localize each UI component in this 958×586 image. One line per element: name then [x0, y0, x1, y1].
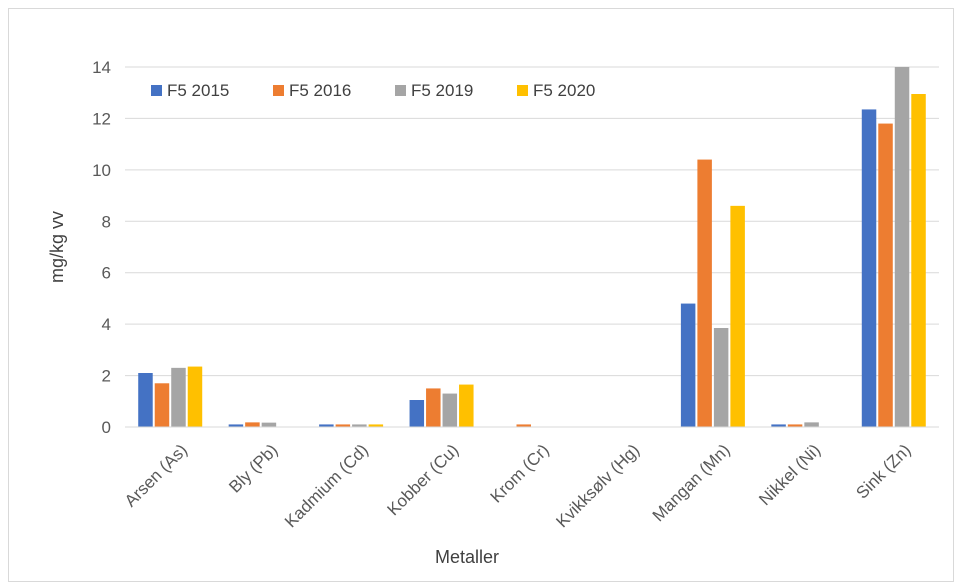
bar-f5-2015-8: [861, 109, 877, 427]
legend-swatch: [151, 85, 162, 96]
bar-f5-2020-0: [187, 366, 203, 427]
x-tick-label: Kobber (Cu): [383, 440, 462, 519]
bar-f5-2019-2: [352, 424, 367, 427]
y-tick-label: 6: [102, 264, 111, 283]
x-tick-labels: Arsen (As) Bly (Pb) Kadmium (Cd) Kobber (Cu…: [121, 440, 915, 531]
x-tick-label: Kvikksølv (Hg): [552, 440, 643, 531]
x-axis-title: Metaller: [435, 547, 499, 567]
bar-f5-2019-7: [804, 422, 819, 427]
y-tick-label: 10: [92, 161, 111, 180]
bar-f5-2016-7: [787, 424, 803, 427]
x-tick-label: Nikkel (Ni): [755, 440, 824, 509]
legend: F5 2015 F5 2016 F5 2019 F5 2020: [151, 81, 595, 100]
legend-label: F5 2015: [167, 81, 229, 100]
y-tick-label: 14: [92, 58, 111, 77]
chart-frame: 0 2 4 6 8 10 12 14 Arsen (As) Bly (Pb) Kadmium (C…: [8, 8, 954, 582]
y-tick-label: 12: [92, 109, 111, 128]
bar-f5-2016-1: [245, 422, 260, 427]
y-tick-label: 2: [102, 367, 111, 386]
x-tick-label: Krom (Cr): [487, 440, 553, 506]
gridlines: [125, 66, 939, 377]
bar-f5-2015-3: [409, 400, 425, 427]
bar-chart: 0 2 4 6 8 10 12 14 Arsen (As) Bly (Pb) Kadmium (C…: [47, 58, 939, 567]
bar-f5-2015-6: [680, 303, 696, 427]
bar-f5-2016-3: [426, 388, 441, 427]
bar-f5-2016-2: [335, 424, 351, 427]
y-tick-label: 4: [102, 315, 111, 334]
bar-f5-2016-0: [154, 383, 170, 427]
y-tick-label: 0: [102, 418, 111, 437]
bars: [138, 67, 926, 428]
bar-f5-2019-8: [894, 67, 910, 427]
bar-f5-2015-2: [319, 424, 334, 427]
bar-f5-2019-1: [261, 422, 277, 427]
bar-f5-2016-6: [697, 159, 712, 428]
x-tick-label: Sink (Zn): [852, 440, 914, 502]
legend-swatch: [517, 85, 528, 96]
bar-f5-2015-7: [771, 424, 786, 427]
x-tick-label: Kadmium (Cd): [281, 440, 372, 531]
x-tick-label: Mangan (Mn): [649, 440, 734, 525]
bar-f5-2016-8: [878, 123, 893, 428]
y-tick-label: 8: [102, 212, 111, 231]
legend-label: F5 2020: [533, 81, 595, 100]
y-axis-title: mg/kg vv: [47, 211, 67, 283]
x-tick-label: Arsen (As): [121, 440, 191, 510]
bar-f5-2019-3: [442, 393, 458, 427]
bar-f5-2020-3: [459, 384, 474, 427]
y-tick-labels: 0 2 4 6 8 10 12 14: [92, 58, 111, 437]
bar-f5-2015-1: [228, 424, 244, 427]
legend-swatch: [395, 85, 406, 96]
bar-f5-2019-6: [713, 328, 729, 427]
x-tick-label: Bly (Pb): [225, 440, 281, 496]
bar-f5-2016-4: [516, 424, 531, 427]
bar-f5-2015-0: [138, 373, 153, 427]
legend-label: F5 2019: [411, 81, 473, 100]
bar-f5-2020-2: [368, 424, 384, 427]
legend-swatch: [273, 85, 284, 96]
bar-f5-2020-6: [730, 205, 745, 427]
bar-f5-2019-0: [171, 367, 186, 427]
bar-f5-2020-8: [911, 94, 926, 427]
legend-label: F5 2016: [289, 81, 351, 100]
